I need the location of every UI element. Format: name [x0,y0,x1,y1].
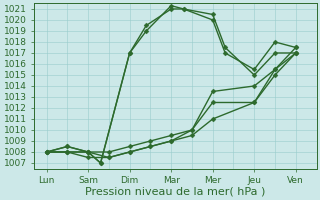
X-axis label: Pression niveau de la mer( hPa ): Pression niveau de la mer( hPa ) [85,187,266,197]
